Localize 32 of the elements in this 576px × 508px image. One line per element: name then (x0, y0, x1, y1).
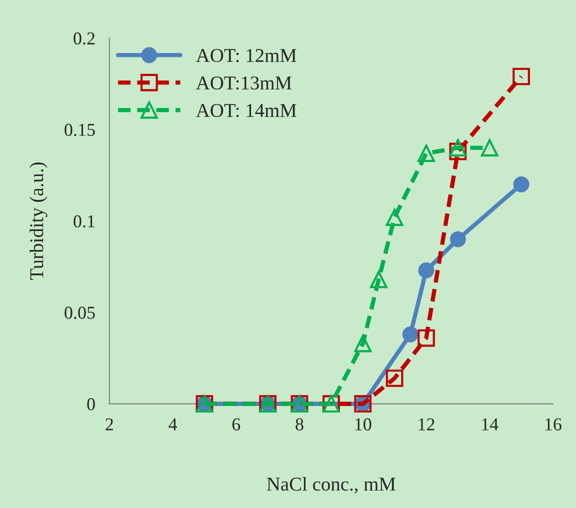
point (450, 231, 466, 248)
legend-label: AOT:13mM (196, 76, 292, 90)
y-tick-label: 0.15 (64, 124, 95, 136)
point (418, 329, 435, 347)
point (418, 262, 434, 278)
x-tick-label: 12 (418, 418, 434, 430)
point (418, 144, 435, 162)
y-tick-label: 0.1 (74, 215, 94, 228)
point (449, 139, 467, 157)
x-tick-label: 4 (168, 418, 178, 430)
y-tick-label: 0 (87, 398, 95, 410)
x-tick-label: 14 (482, 418, 498, 430)
x-tick-label: 2 (106, 418, 113, 430)
x-tick-label: 6 (232, 418, 240, 430)
point (354, 334, 372, 352)
point (512, 68, 530, 86)
legend-label: AOT: 14mM (196, 104, 296, 118)
point (386, 208, 404, 226)
x-tick-label: 10 (355, 418, 372, 430)
point (480, 139, 498, 157)
point (513, 176, 530, 192)
legend-label: AOT: 12mM (196, 49, 296, 62)
x-tick-label: 16 (546, 418, 562, 430)
point (370, 270, 388, 288)
x-tick-label: 8 (296, 418, 304, 430)
point (449, 142, 467, 160)
x-axis-title: NaCl conc., mM (266, 477, 396, 494)
y-tick-label: 0.05 (64, 306, 95, 319)
y-tick-label: 0.2 (74, 32, 95, 45)
point (386, 370, 404, 387)
y-axis-title: Turbidity (a.u.) (30, 162, 48, 280)
point (402, 326, 418, 342)
